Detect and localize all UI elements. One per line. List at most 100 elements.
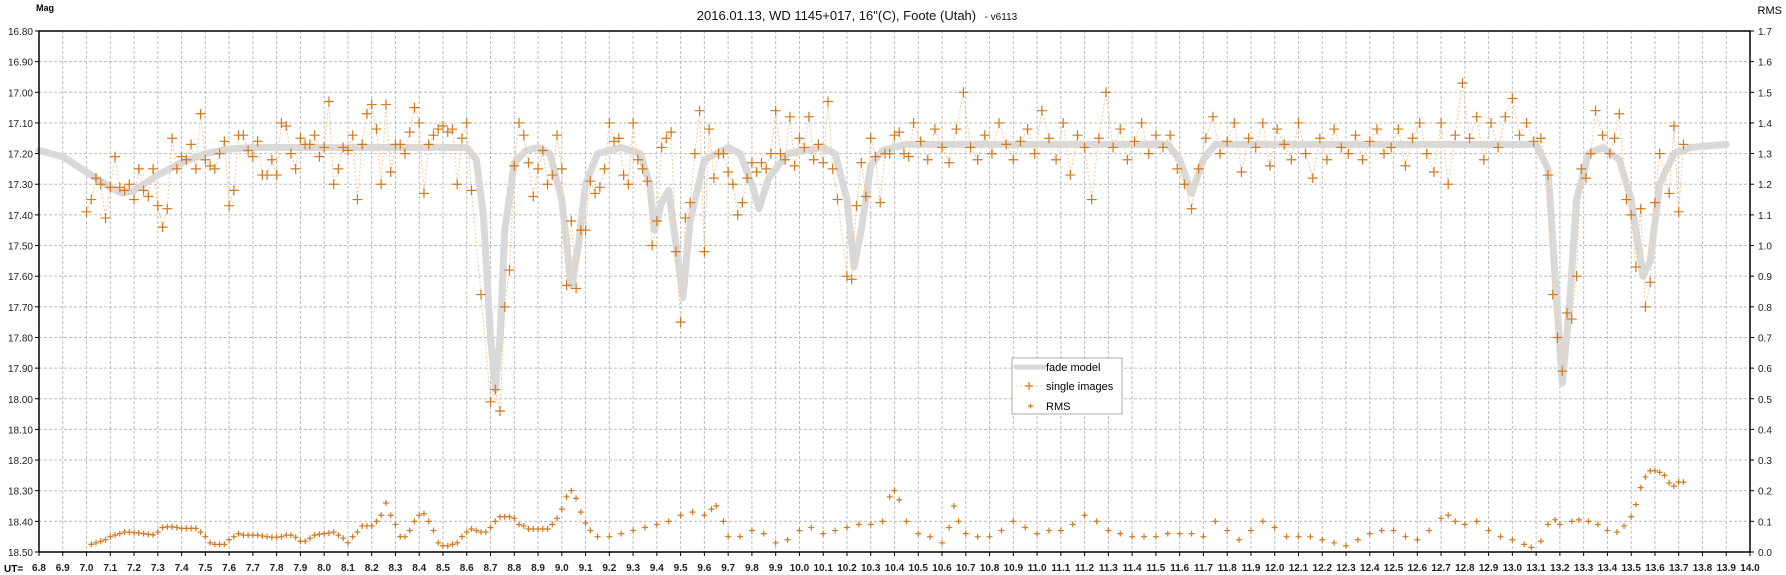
single-image-point bbox=[1450, 130, 1461, 141]
single-image-point bbox=[922, 154, 933, 165]
rms-point bbox=[102, 536, 109, 543]
single-image-point bbox=[951, 124, 962, 135]
y2-tick-label: 0.6 bbox=[1758, 364, 1772, 375]
single-image-point bbox=[1597, 130, 1608, 141]
rms-point bbox=[482, 529, 489, 536]
single-image-point bbox=[1457, 78, 1468, 89]
rms-point bbox=[154, 529, 161, 536]
x-tick-label: 13.6 bbox=[1645, 563, 1665, 574]
single-image-point bbox=[1400, 160, 1411, 171]
rms-point bbox=[1378, 527, 1385, 534]
y-tick-label: 16.90 bbox=[8, 58, 33, 69]
single-image-point bbox=[1485, 117, 1496, 128]
x-tick-label: 8.2 bbox=[365, 563, 379, 574]
rms-point bbox=[677, 512, 684, 519]
rms-point bbox=[1164, 530, 1171, 537]
rms-point bbox=[563, 493, 570, 500]
x-tick-label: 14.0 bbox=[1740, 563, 1760, 574]
single-image-point bbox=[689, 148, 700, 159]
rms-point bbox=[950, 503, 957, 510]
rms-point bbox=[855, 521, 862, 528]
rms-point bbox=[1010, 518, 1017, 525]
single-image-point bbox=[1243, 133, 1254, 144]
single-image-point bbox=[784, 111, 795, 122]
single-image-point bbox=[452, 179, 463, 190]
y2-tick-label: 1.0 bbox=[1758, 242, 1772, 253]
rms-point bbox=[349, 533, 356, 540]
rms-point bbox=[511, 515, 518, 522]
legend-single-label: single images bbox=[1046, 381, 1114, 393]
rms-point bbox=[259, 533, 266, 540]
single-image-point bbox=[1036, 105, 1047, 116]
single-image-point bbox=[1101, 87, 1111, 98]
rms-point bbox=[903, 518, 910, 525]
single-image-point bbox=[1250, 142, 1261, 153]
y2-tick-label: 0.7 bbox=[1758, 333, 1772, 344]
single-image-point bbox=[328, 179, 339, 190]
single-image-point bbox=[818, 157, 829, 168]
single-image-point bbox=[1236, 166, 1247, 177]
rms-point bbox=[748, 527, 755, 534]
rms-point bbox=[1556, 521, 1563, 528]
single-image-point bbox=[1300, 148, 1311, 159]
rms-point bbox=[867, 521, 874, 528]
single-image-point bbox=[138, 185, 149, 196]
y2-tick-label: 0.5 bbox=[1758, 395, 1772, 406]
plot-frame bbox=[38, 30, 1751, 553]
legend-rms-marker bbox=[1028, 403, 1033, 409]
rms-point bbox=[492, 518, 499, 525]
single-image-point bbox=[908, 117, 919, 128]
single-image-point bbox=[1307, 173, 1318, 184]
rms-point bbox=[1141, 533, 1148, 540]
single-image-point bbox=[718, 148, 729, 159]
single-image-point bbox=[110, 151, 121, 162]
y-tick-label: 17.20 bbox=[8, 150, 33, 161]
rms-point bbox=[1604, 527, 1611, 534]
single-image-point bbox=[1543, 170, 1554, 181]
rms-point bbox=[641, 524, 648, 531]
rms-point bbox=[520, 522, 527, 529]
single-image-point bbox=[1668, 121, 1679, 132]
single-image-point bbox=[490, 384, 501, 395]
x-tick-label: 8.6 bbox=[460, 563, 474, 574]
single-image-point bbox=[1371, 124, 1382, 135]
single-image-point bbox=[266, 154, 277, 165]
x-tick-label: 13.7 bbox=[1669, 563, 1689, 574]
single-image-point bbox=[746, 157, 757, 168]
rms-point bbox=[1152, 533, 1159, 540]
single-image-point bbox=[1065, 170, 1076, 181]
rms-point bbox=[1575, 516, 1582, 523]
single-image-point bbox=[1186, 203, 1197, 214]
single-image-point bbox=[585, 176, 596, 187]
rms-point bbox=[264, 533, 271, 540]
rms-point bbox=[1632, 501, 1639, 508]
single-image-point bbox=[751, 166, 762, 177]
single-image-point bbox=[461, 117, 472, 128]
rms-point bbox=[772, 539, 779, 546]
single-image-point bbox=[1552, 332, 1563, 343]
rms-point bbox=[506, 513, 513, 520]
rms-point bbox=[126, 529, 133, 536]
single-image-point bbox=[105, 182, 116, 193]
single-image-point bbox=[803, 111, 814, 122]
single-image-point bbox=[485, 396, 496, 407]
rms-point bbox=[387, 512, 394, 519]
x-tick-label: 7.6 bbox=[222, 563, 236, 574]
single-image-point bbox=[865, 133, 876, 144]
single-image-point bbox=[965, 142, 976, 153]
x-tick-label: 11.0 bbox=[1028, 563, 1047, 574]
single-image-point bbox=[314, 151, 325, 162]
rms-point bbox=[316, 531, 323, 538]
single-image-point bbox=[537, 145, 548, 156]
single-image-point bbox=[1215, 148, 1226, 159]
single-image-point bbox=[514, 117, 525, 128]
single-image-point bbox=[972, 154, 983, 165]
x-tick-label: 7.1 bbox=[103, 563, 117, 574]
single-image-point bbox=[765, 148, 776, 159]
rms-point bbox=[630, 527, 637, 534]
x-tick-label: 8.3 bbox=[389, 563, 403, 574]
x-tick-label: 12.8 bbox=[1455, 563, 1475, 574]
single-image-point bbox=[915, 136, 926, 147]
y-tick-label: 16.80 bbox=[8, 27, 33, 38]
single-image-point bbox=[699, 246, 710, 257]
